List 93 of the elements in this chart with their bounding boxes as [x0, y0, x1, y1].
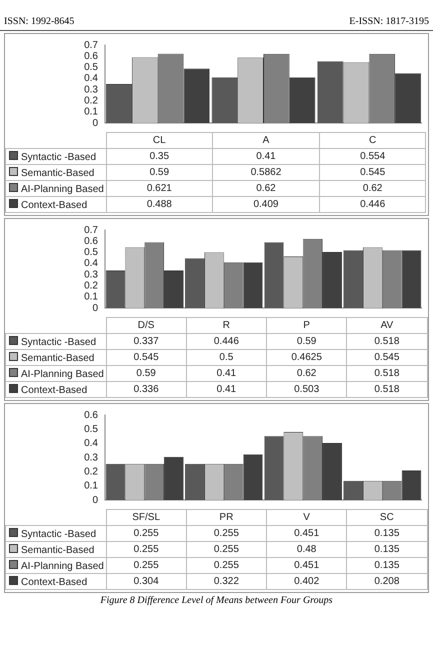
y-tick-label: 0.1 — [84, 106, 98, 118]
data-label: 0.5 — [186, 350, 266, 366]
y-tick-label: 0.3 — [84, 452, 98, 464]
data-label: 0.255 — [106, 558, 186, 574]
data-label: 0.41 — [186, 382, 266, 398]
data-label: 0.451 — [266, 526, 347, 542]
data-label: 0.503 — [266, 382, 347, 398]
data-label: 0.62 — [212, 180, 320, 196]
data-label: 0.451 — [266, 558, 347, 574]
data-label: 0.4625 — [266, 350, 347, 366]
data-label: 0.255 — [106, 526, 186, 542]
legend-label: Context-Based — [6, 574, 106, 590]
legend-label: AI-Planning Based — [6, 558, 106, 574]
x-tick-label: SF/SL — [106, 510, 186, 526]
legend-label: Context-Based — [6, 382, 106, 398]
data-label: 0.5862 — [212, 164, 320, 180]
data-label: 0.41 — [186, 366, 266, 382]
y-tick-label: 0.3 — [84, 269, 98, 280]
legend-label: AI-Planning Based — [6, 180, 106, 196]
legend-label: Syntactic -Based — [6, 148, 106, 164]
data-label: 0.255 — [186, 526, 266, 542]
data-label: 0.545 — [106, 350, 186, 366]
x-tick-label: AV — [346, 318, 427, 334]
data-label: 0.518 — [346, 366, 427, 382]
text: E-ISSN: 1817-3195 — [349, 16, 429, 27]
data-label: 0.554 — [319, 148, 426, 164]
data-label: 0.135 — [346, 526, 427, 542]
y-tick-label: 0.2 — [84, 95, 98, 106]
y-tick-label: 0.3 — [84, 84, 98, 96]
data-label: 0.545 — [346, 350, 427, 366]
legend-label: AI-Planning Based — [6, 366, 106, 382]
y-tick-label: 0.6 — [84, 410, 98, 421]
data-label: 0.255 — [186, 558, 266, 574]
y-tick-label: 0.5 — [84, 424, 98, 435]
x-tick-label: CL — [106, 132, 213, 148]
y-tick-label: 0.5 — [84, 247, 98, 258]
data-label: 0.446 — [186, 334, 266, 350]
y-tick-label: 0 — [92, 118, 98, 129]
data-label: 0.402 — [266, 574, 347, 590]
legend-label: Syntactic -Based — [6, 526, 106, 542]
legend-label: Semantic-Based — [6, 164, 106, 180]
x-tick-label: C — [319, 132, 426, 148]
data-label: 0.59 — [266, 334, 347, 350]
x-tick-label: V — [266, 510, 347, 526]
x-tick-label: P — [266, 318, 347, 334]
data-label: 0.41 — [212, 148, 320, 164]
y-tick-label: 0.4 — [84, 73, 98, 84]
x-tick-label: R — [186, 318, 266, 334]
data-label: 0.446 — [319, 196, 426, 212]
legend-label: Syntactic -Based — [6, 334, 106, 350]
y-tick-label: 0.6 — [84, 236, 98, 247]
data-label: 0.62 — [266, 366, 347, 382]
y-tick-label: 0.7 — [84, 40, 98, 51]
y-tick-label: 0 — [92, 494, 98, 506]
legend-label: Context-Based — [6, 196, 106, 212]
data-label: 0.545 — [319, 164, 426, 180]
data-label: 0.488 — [106, 196, 213, 212]
x-tick-label: PR — [186, 510, 266, 526]
data-label: 0.337 — [106, 334, 186, 350]
x-tick-label: D/S — [106, 318, 186, 334]
data-label: 0.208 — [346, 574, 427, 590]
y-tick-label: 0.4 — [84, 258, 98, 270]
y-tick-label: 0.2 — [84, 466, 98, 478]
text: ISSN: 1992-8645 — [4, 16, 74, 27]
data-label: 0.409 — [212, 196, 320, 212]
y-tick-label: 0.1 — [84, 480, 98, 492]
legend-label: Semantic-Based — [6, 350, 106, 366]
data-label: 0.135 — [346, 558, 427, 574]
data-label: 0.255 — [186, 542, 266, 558]
data-label: 0.518 — [346, 334, 427, 350]
x-tick-label: A — [212, 132, 320, 148]
y-tick-label: 0.4 — [84, 438, 98, 450]
data-label: 0.35 — [106, 148, 213, 164]
y-tick-label: 0 — [92, 302, 98, 314]
data-label: 0.59 — [106, 164, 213, 180]
data-label: 0.59 — [106, 366, 186, 382]
data-label: 0.336 — [106, 382, 186, 398]
caption: Figure 8 Difference Level of Means between Four Groups — [99, 595, 334, 606]
x-tick-label: SC — [346, 510, 427, 526]
data-label: 0.322 — [186, 574, 266, 590]
y-tick-label: 0.5 — [84, 62, 98, 74]
data-label: 0.48 — [266, 542, 347, 558]
data-label: 0.255 — [106, 542, 186, 558]
y-tick-label: 0.2 — [84, 280, 98, 292]
data-label: 0.62 — [319, 180, 426, 196]
data-label: 0.135 — [346, 542, 427, 558]
y-tick-label: 0.6 — [84, 50, 98, 62]
data-label: 0.518 — [346, 382, 427, 398]
data-label: 0.621 — [106, 180, 213, 196]
y-tick-label: 0.1 — [84, 292, 98, 303]
legend-label: Semantic-Based — [6, 542, 106, 558]
data-label: 0.304 — [106, 574, 186, 590]
y-tick-label: 0.7 — [84, 224, 98, 236]
